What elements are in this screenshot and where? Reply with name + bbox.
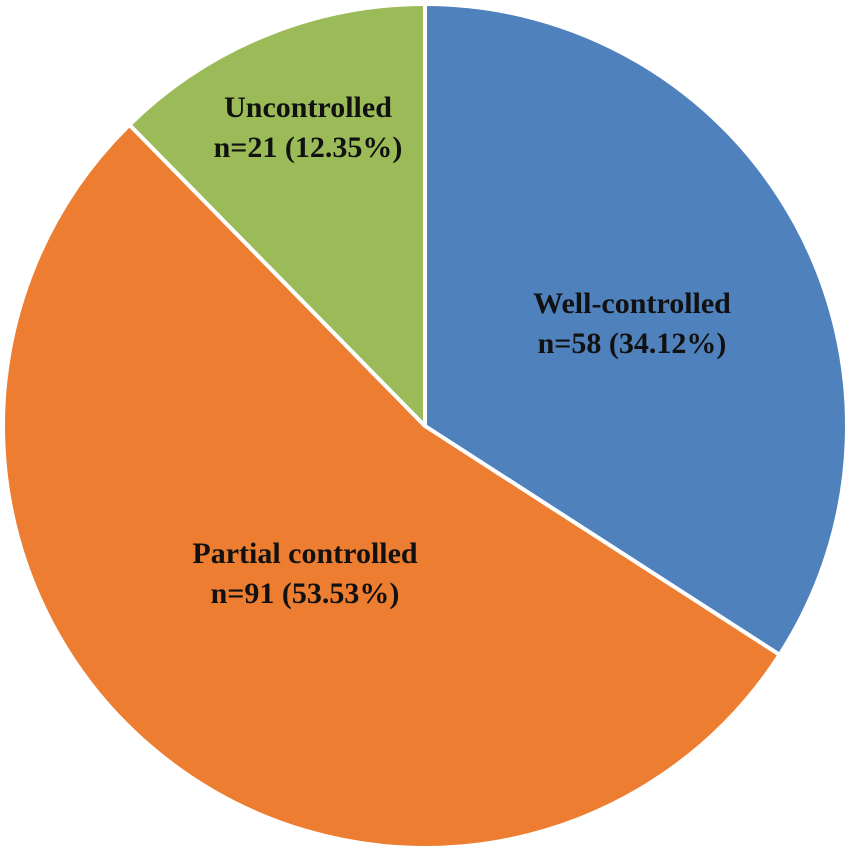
pie-slice-uncontrolled — [127, 2, 427, 428]
labels-layer: Well-controlled n=58 (34.12%) Partial cont… — [192, 91, 731, 610]
slice-label: Uncontrolled — [224, 91, 392, 124]
pie-slice-partial-controlled — [1, 122, 782, 850]
slice-label: Well-controlled — [533, 287, 731, 320]
slice-label: Partial controlled — [192, 537, 418, 570]
slice-value-label: n=91 (53.53%) — [211, 577, 400, 610]
slice-value-label: n=21 (12.35%) — [214, 131, 403, 164]
slice-value-label: n=58 (34.12%) — [538, 327, 727, 360]
